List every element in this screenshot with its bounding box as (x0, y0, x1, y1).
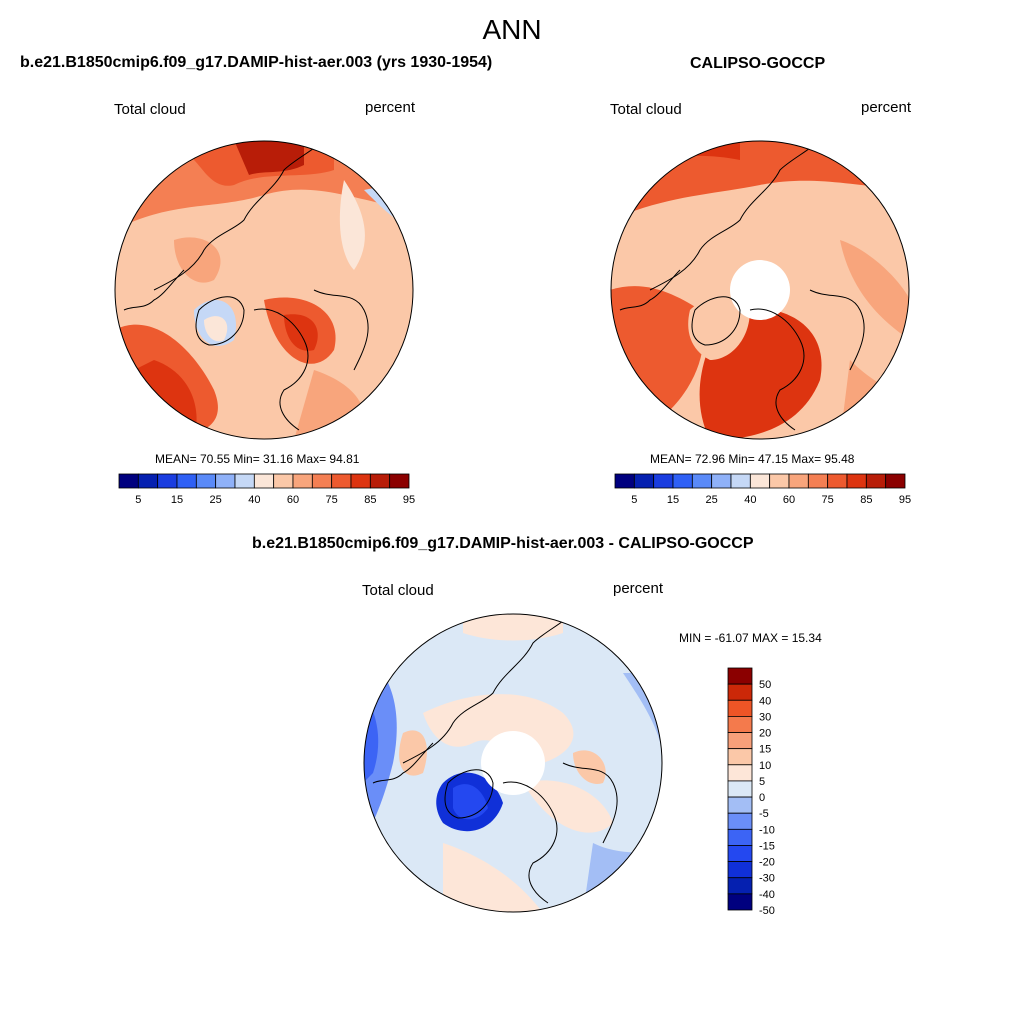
difference-colorbar-tick-label: -50 (759, 905, 775, 917)
difference-colorbar-swatch (727, 667, 753, 685)
model-colorbar-tick-label: 60 (287, 494, 299, 506)
obs-colorbar-swatch (633, 473, 655, 489)
obs-colorbar: 5 15 25 40 60 75 85 95 (614, 473, 911, 506)
difference-colorbar-swatch (727, 716, 753, 733)
difference-colorbar-tick-label: 40 (759, 695, 771, 707)
difference-colorbar-swatch (727, 877, 753, 895)
difference-colorbar-swatch (727, 861, 753, 879)
obs-colorbar-swatch (614, 473, 635, 489)
obs-colorbar-swatch (711, 473, 732, 489)
model-colorbar-tick-label: 95 (403, 494, 415, 506)
obs-colorbar-tick-label: 85 (860, 494, 872, 506)
obs-colorbar-swatch (807, 473, 829, 489)
panel3-stats: MIN = -61.07 MAX = 15.34 (679, 631, 822, 645)
model-colorbar-swatch (292, 473, 313, 489)
model-colorbar-swatch (389, 473, 410, 489)
model-colorbar-swatch (253, 473, 275, 489)
model-colorbar-swatch (311, 473, 333, 489)
difference-colorbar-swatch (727, 812, 753, 830)
model-colorbar-swatch (157, 473, 178, 489)
obs-colorbar-tick-label: 75 (822, 494, 834, 506)
obs-colorbar-tick-label: 5 (631, 494, 637, 506)
model-colorbar-swatch (234, 473, 255, 489)
model-colorbar-tick-label: 15 (171, 494, 183, 506)
difference-colorbar-swatch (727, 699, 753, 717)
obs-colorbar-swatch (769, 473, 790, 489)
model-colorbar-tick-label: 25 (210, 494, 222, 506)
panel1-stats: MEAN= 70.55 Min= 31.16 Max= 94.81 (155, 452, 360, 466)
difference-colorbar-swatch (727, 748, 753, 766)
difference-colorbar-swatch (727, 845, 753, 862)
difference-colorbar-swatch (727, 796, 753, 814)
difference-colorbar-swatch (727, 828, 753, 846)
difference-colorbar-swatch (727, 893, 753, 911)
model-colorbar-swatch (215, 473, 236, 489)
panel1-units-label: percent (365, 99, 416, 116)
difference-map-polar-gap (481, 731, 545, 795)
obs-colorbar-swatch (846, 473, 867, 489)
difference-colorbar-tick-label: 10 (759, 760, 771, 772)
panel1-variable-label: Total cloud (114, 101, 186, 118)
obs-colorbar-swatch (691, 473, 713, 489)
main-title: ANN (482, 14, 542, 45)
model-colorbar-swatch (369, 473, 391, 489)
difference-colorbar-swatch (727, 683, 753, 701)
obs-colorbar-tick-label: 40 (744, 494, 756, 506)
panel1-title: b.e21.B1850cmip6.f09_g17.DAMIP-hist-aer.… (20, 54, 493, 71)
model-colorbar-tick-label: 5 (135, 494, 141, 506)
model-colorbar-swatch (137, 473, 159, 489)
difference-colorbar-tick-label: -5 (759, 808, 769, 820)
panel2-title: CALIPSO-GOCCP (690, 55, 826, 72)
obs-colorbar-tick-label: 95 (899, 494, 911, 506)
model-colorbar-swatch (118, 473, 139, 489)
panel3-title: b.e21.B1850cmip6.f09_g17.DAMIP-hist-aer.… (252, 535, 754, 552)
obs-colorbar-tick-label: 60 (783, 494, 795, 506)
model-colorbar-swatch (331, 473, 352, 489)
panel2-variable-label: Total cloud (610, 101, 682, 118)
obs-cloud-map (610, 140, 910, 440)
model-colorbar-tick-label: 85 (364, 494, 376, 506)
obs-colorbar-tick-label: 15 (667, 494, 679, 506)
model-colorbar-swatch (195, 473, 217, 489)
model-colorbar: 5 15 25 40 60 75 85 95 (118, 473, 415, 506)
difference-colorbar-tick-label: 0 (759, 792, 765, 804)
difference-colorbar-tick-label: 50 (759, 679, 771, 691)
difference-colorbar-swatch (727, 780, 753, 798)
model-colorbar-swatch (176, 473, 197, 489)
model-colorbar-swatch (273, 473, 294, 489)
obs-colorbar-swatch (749, 473, 771, 489)
difference-cloud-map (363, 613, 663, 913)
obs-colorbar-swatch (865, 473, 887, 489)
difference-colorbar-tick-label: -40 (759, 889, 775, 901)
obs-colorbar-tick-label: 25 (706, 494, 718, 506)
difference-colorbar-tick-label: -10 (759, 824, 775, 836)
obs-colorbar-swatch (653, 473, 674, 489)
difference-colorbar-swatch (727, 732, 753, 750)
difference-colorbar-tick-label: 5 (759, 776, 765, 788)
panel2-units-label: percent (861, 99, 912, 116)
difference-colorbar-tick-label: 20 (759, 728, 771, 740)
obs-colorbar-swatch (885, 473, 906, 489)
difference-colorbar-swatch (727, 764, 753, 782)
model-cloud-map (114, 140, 414, 440)
obs-map-polar-gap (730, 260, 790, 320)
panel3-variable-label: Total cloud (362, 582, 434, 599)
panel2-stats: MEAN= 72.96 Min= 47.15 Max= 95.48 (650, 452, 855, 466)
model-colorbar-swatch (350, 473, 371, 489)
obs-colorbar-swatch (788, 473, 809, 489)
obs-colorbar-swatch (672, 473, 693, 489)
difference-colorbar-tick-label: -15 (759, 840, 775, 852)
obs-colorbar-swatch (730, 473, 751, 489)
difference-colorbar-tick-label: -30 (759, 873, 775, 885)
difference-colorbar-tick-label: 15 (759, 744, 771, 756)
difference-colorbar-tick-label: 30 (759, 711, 771, 723)
model-colorbar-tick-label: 75 (326, 494, 338, 506)
difference-colorbar-tick-label: -20 (759, 857, 775, 869)
panel3-units-label: percent (613, 580, 664, 597)
model-colorbar-tick-label: 40 (248, 494, 260, 506)
obs-colorbar-swatch (827, 473, 848, 489)
